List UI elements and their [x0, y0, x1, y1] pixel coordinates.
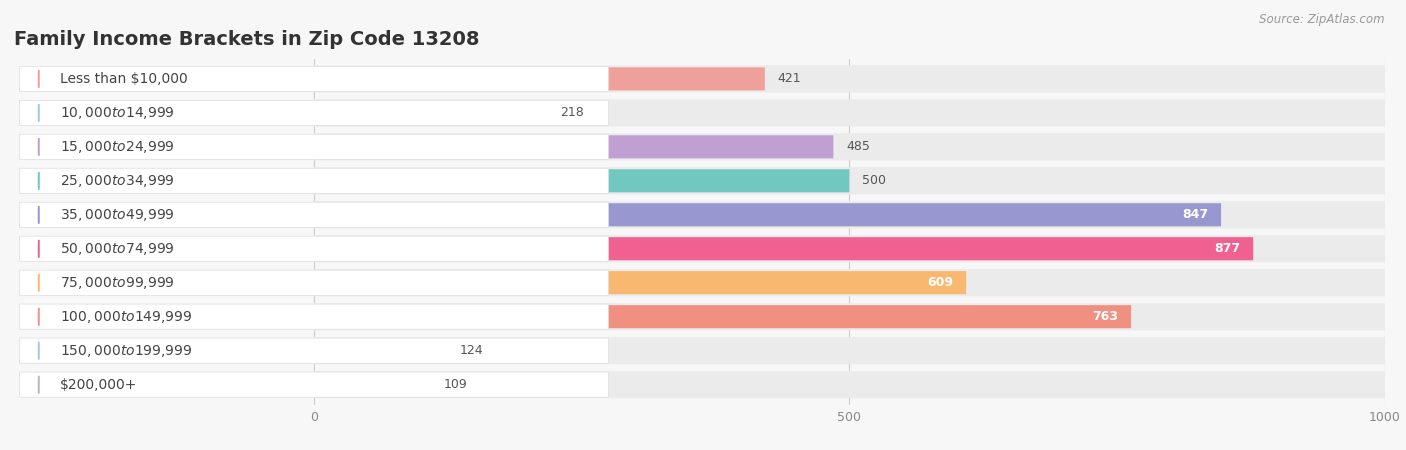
Text: 421: 421	[778, 72, 801, 86]
FancyBboxPatch shape	[314, 237, 1253, 260]
Text: Family Income Brackets in Zip Code 13208: Family Income Brackets in Zip Code 13208	[14, 30, 479, 49]
Text: 500: 500	[862, 174, 886, 187]
FancyBboxPatch shape	[314, 339, 447, 362]
Text: 485: 485	[846, 140, 870, 153]
Text: $25,000 to $34,999: $25,000 to $34,999	[60, 173, 174, 189]
Text: 847: 847	[1182, 208, 1208, 221]
Text: 218: 218	[560, 106, 583, 119]
FancyBboxPatch shape	[314, 235, 1385, 262]
Text: $100,000 to $149,999: $100,000 to $149,999	[60, 309, 193, 325]
FancyBboxPatch shape	[20, 66, 609, 91]
FancyBboxPatch shape	[314, 65, 1385, 92]
Text: $75,000 to $99,999: $75,000 to $99,999	[60, 274, 174, 291]
FancyBboxPatch shape	[20, 236, 609, 261]
FancyBboxPatch shape	[314, 303, 1385, 330]
FancyBboxPatch shape	[20, 202, 609, 227]
Text: 109: 109	[443, 378, 467, 391]
FancyBboxPatch shape	[20, 168, 609, 194]
Text: 877: 877	[1215, 242, 1240, 255]
FancyBboxPatch shape	[314, 269, 1385, 296]
FancyBboxPatch shape	[314, 271, 966, 294]
Text: Less than $10,000: Less than $10,000	[60, 72, 188, 86]
Text: $10,000 to $14,999: $10,000 to $14,999	[60, 105, 174, 121]
FancyBboxPatch shape	[314, 169, 849, 192]
FancyBboxPatch shape	[314, 305, 1130, 328]
Text: 609: 609	[928, 276, 953, 289]
Text: $200,000+: $200,000+	[60, 378, 138, 392]
FancyBboxPatch shape	[20, 100, 609, 126]
Text: $15,000 to $24,999: $15,000 to $24,999	[60, 139, 174, 155]
Text: 763: 763	[1092, 310, 1118, 323]
FancyBboxPatch shape	[314, 201, 1385, 228]
FancyBboxPatch shape	[314, 133, 1385, 160]
Text: 124: 124	[460, 344, 484, 357]
Text: Source: ZipAtlas.com: Source: ZipAtlas.com	[1260, 14, 1385, 27]
FancyBboxPatch shape	[20, 270, 609, 295]
FancyBboxPatch shape	[314, 101, 547, 124]
FancyBboxPatch shape	[20, 372, 609, 397]
FancyBboxPatch shape	[20, 134, 609, 159]
FancyBboxPatch shape	[314, 337, 1385, 364]
FancyBboxPatch shape	[314, 371, 1385, 398]
Text: $50,000 to $74,999: $50,000 to $74,999	[60, 241, 174, 257]
Text: $150,000 to $199,999: $150,000 to $199,999	[60, 342, 193, 359]
FancyBboxPatch shape	[314, 203, 1220, 226]
FancyBboxPatch shape	[20, 338, 609, 363]
FancyBboxPatch shape	[314, 373, 430, 396]
FancyBboxPatch shape	[20, 304, 609, 329]
FancyBboxPatch shape	[314, 135, 834, 158]
FancyBboxPatch shape	[314, 99, 1385, 126]
Text: $35,000 to $49,999: $35,000 to $49,999	[60, 207, 174, 223]
FancyBboxPatch shape	[314, 167, 1385, 194]
FancyBboxPatch shape	[314, 68, 765, 90]
